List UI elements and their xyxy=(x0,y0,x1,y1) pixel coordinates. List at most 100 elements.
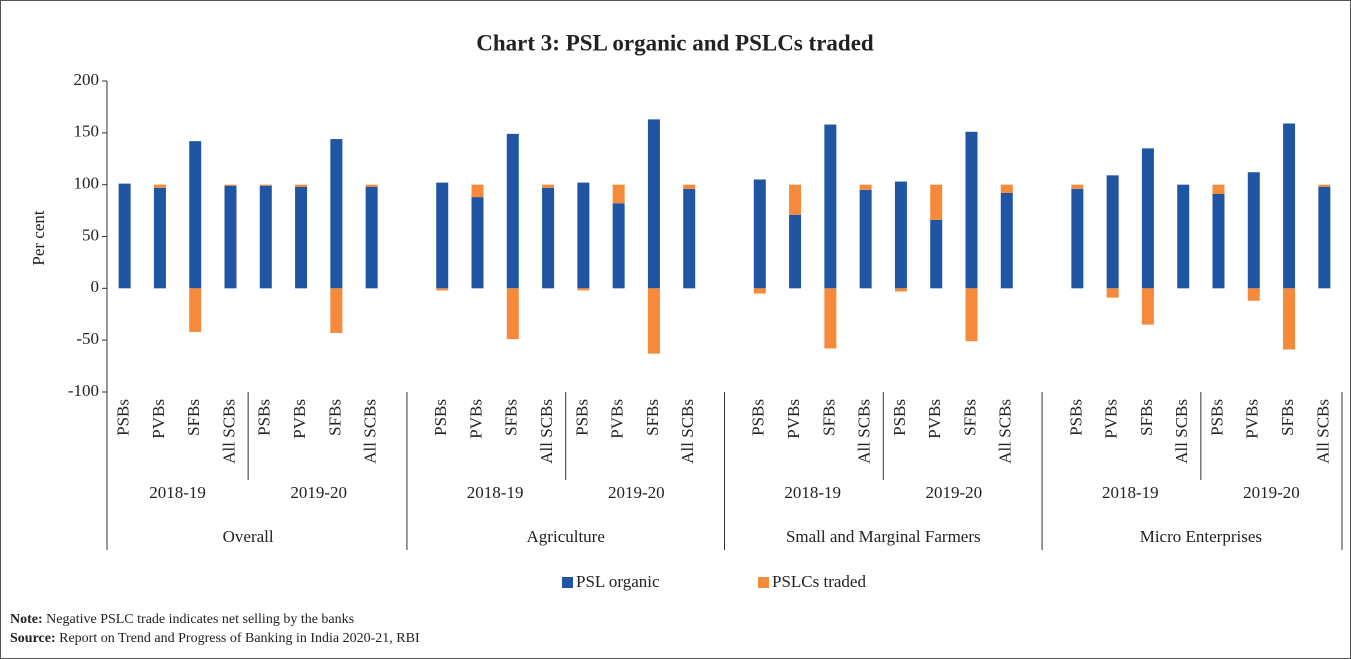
x-tick-label: PSBs xyxy=(1207,399,1226,436)
bar-segment xyxy=(894,288,907,292)
year-label: 2019-20 xyxy=(290,483,347,502)
x-tick-label: PVBs xyxy=(290,399,309,439)
x-tick-label: SFBs xyxy=(643,399,662,436)
bar-segment xyxy=(1283,288,1296,350)
bar-segment xyxy=(965,288,978,342)
source-label: Source: xyxy=(10,631,56,646)
x-tick-label: PVBs xyxy=(466,399,485,439)
bar-segment xyxy=(365,186,378,289)
bar-segment xyxy=(1212,193,1225,289)
x-tick-label: SFBs xyxy=(325,399,344,436)
bar-segment xyxy=(471,197,484,289)
note-label: Note: xyxy=(10,612,43,627)
bar-segment xyxy=(1000,192,1013,289)
y-tick-label: 100 xyxy=(74,174,100,193)
bar-segment xyxy=(189,288,202,332)
sector-label: Agriculture xyxy=(527,527,605,546)
x-tick-label: PSBs xyxy=(749,399,768,436)
bar-segment xyxy=(1318,186,1331,289)
bar-segment xyxy=(1000,184,1013,193)
sector-label: Small and Marginal Farmers xyxy=(786,527,981,546)
bar-segment xyxy=(683,184,696,189)
bar-segment xyxy=(789,184,802,215)
y-tick-label: 50 xyxy=(82,225,99,244)
bar-segment xyxy=(1283,123,1296,289)
bar-segment xyxy=(330,288,343,333)
note-text: Negative PSLC trade indicates net sellin… xyxy=(46,612,354,627)
bar-segment xyxy=(612,184,625,204)
bar-segment xyxy=(1071,184,1084,189)
x-tick-label: PVBs xyxy=(925,399,944,439)
year-label: 2018-19 xyxy=(149,483,206,502)
bar-segment xyxy=(753,179,766,289)
y-tick-label: -50 xyxy=(76,329,99,348)
bar-segment xyxy=(1247,172,1260,289)
legend-label: PSL organic xyxy=(576,572,660,591)
bar-segment xyxy=(1247,288,1260,301)
bar-segment xyxy=(542,187,555,289)
x-tick-label: PVBs xyxy=(149,399,168,439)
bar-segment xyxy=(471,184,484,198)
bar-segment xyxy=(295,186,308,289)
bar-segment xyxy=(259,184,272,186)
bar-segment xyxy=(330,139,343,289)
note: Note: Negative PSLC trade indicates net … xyxy=(10,612,354,627)
bar-segment xyxy=(542,184,555,188)
year-label: 2018-19 xyxy=(1102,483,1159,502)
x-tick-label: PVBs xyxy=(784,399,803,439)
bar-segment xyxy=(118,183,131,289)
bar-segment xyxy=(1212,184,1225,194)
bar-segment xyxy=(859,184,872,190)
x-tick-label: All SCBs xyxy=(996,399,1015,464)
bar-segment xyxy=(753,288,766,294)
y-tick-label: 150 xyxy=(74,122,100,141)
bar-segment xyxy=(436,288,449,291)
x-tick-label: SFBs xyxy=(502,399,521,436)
bar-segment xyxy=(224,184,237,186)
bar-segment xyxy=(1141,288,1154,325)
y-tick-label: 0 xyxy=(91,277,100,296)
sector-label: Overall xyxy=(223,527,274,546)
x-tick-label: All SCBs xyxy=(678,399,697,464)
bar-segment xyxy=(577,288,590,291)
x-tick-label: All SCBs xyxy=(1313,399,1332,464)
bar-segment xyxy=(930,219,943,289)
x-tick-label: PSBs xyxy=(890,399,909,436)
bar-segment xyxy=(506,288,519,340)
x-tick-label: PSBs xyxy=(431,399,450,436)
x-tick-label: PVBs xyxy=(1243,399,1262,439)
bar-segment xyxy=(577,182,590,289)
bar-segment xyxy=(259,185,272,289)
year-label: 2018-19 xyxy=(784,483,841,502)
bar-segment xyxy=(930,184,943,220)
legend-label: PSLCs traded xyxy=(772,572,866,591)
x-tick-label: PVBs xyxy=(608,399,627,439)
bar-segment xyxy=(683,188,696,289)
y-tick-label: -100 xyxy=(68,381,99,400)
bar-segment xyxy=(1141,148,1154,289)
bar-segment xyxy=(1177,184,1190,289)
bar-segment xyxy=(894,181,907,289)
legend-swatch xyxy=(758,577,769,588)
y-tick-label: 200 xyxy=(74,70,100,89)
bar-segment xyxy=(153,187,166,289)
bar-segment xyxy=(789,214,802,289)
x-tick-label: All SCBs xyxy=(855,399,874,464)
bar-segment xyxy=(647,119,660,289)
legend-swatch xyxy=(562,577,573,588)
x-tick-label: SFBs xyxy=(819,399,838,436)
year-label: 2018-19 xyxy=(467,483,524,502)
source-text: Report on Trend and Progress of Banking … xyxy=(59,631,420,646)
bar-segment xyxy=(224,185,237,289)
bar-segment xyxy=(295,184,308,187)
year-label: 2019-20 xyxy=(1243,483,1300,502)
bar-segment xyxy=(824,124,837,289)
bar-segment xyxy=(436,182,449,289)
x-tick-label: PSBs xyxy=(572,399,591,436)
x-tick-label: All SCBs xyxy=(361,399,380,464)
x-tick-label: All SCBs xyxy=(219,399,238,464)
bar-segment xyxy=(189,141,202,289)
x-tick-label: PVBs xyxy=(1102,399,1121,439)
x-tick-label: All SCBs xyxy=(537,399,556,464)
